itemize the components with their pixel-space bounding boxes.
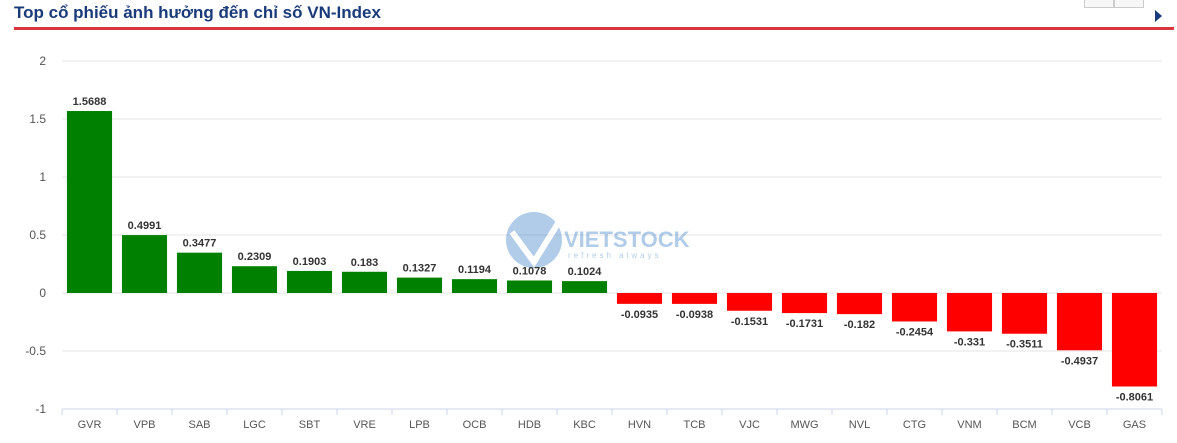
x-tick-label: VRE: [353, 419, 376, 431]
x-tick-label: BCM: [1012, 419, 1036, 431]
toolbar-button[interactable]: [1114, 0, 1144, 8]
x-tick-label: VJC: [739, 419, 760, 431]
bar-gvr[interactable]: [66, 111, 113, 294]
data-labels: 1.5688 0.4991 0.3477 0.2309 0.1903 0.183 0.132…: [73, 96, 1153, 403]
next-arrow-icon[interactable]: [1155, 10, 1162, 22]
x-tick-label: SBT: [299, 419, 321, 431]
data-label: -0.3511: [1006, 339, 1043, 351]
data-label: -0.331: [954, 336, 985, 348]
data-label: -0.182: [844, 319, 875, 331]
y-tick-label: 2: [39, 54, 46, 68]
bar-lpb[interactable]: [396, 277, 443, 293]
data-label: 0.1903: [293, 256, 327, 268]
x-tick-label: HVN: [628, 419, 651, 431]
data-label: -0.0938: [676, 309, 713, 321]
data-label: -0.4937: [1061, 355, 1098, 367]
x-tick-label: MWG: [790, 419, 818, 431]
x-tick-label: CTG: [903, 419, 926, 431]
y-tick-label: 0.5: [29, 228, 46, 242]
data-label: -0.8061: [1116, 392, 1153, 404]
x-tick-label: VPB: [133, 419, 155, 431]
bar-hdb[interactable]: [506, 280, 553, 293]
bar-lgc[interactable]: [231, 266, 278, 293]
data-label: 0.2309: [238, 251, 272, 263]
bar-ctg[interactable]: [891, 293, 938, 322]
data-label: -0.0935: [621, 309, 658, 321]
data-label: -0.2454: [896, 326, 934, 338]
bar-vre[interactable]: [341, 271, 388, 293]
y-tick-label: -1: [35, 402, 46, 416]
data-label: -0.1731: [786, 318, 823, 330]
bar-kbc[interactable]: [561, 281, 608, 293]
toolbar-button[interactable]: [1084, 0, 1114, 8]
x-tick-label: NVL: [849, 419, 870, 431]
bar-nvl[interactable]: [836, 293, 883, 315]
bar-vjc[interactable]: [726, 293, 773, 311]
y-tick-label: 1: [39, 170, 46, 184]
y-axis: 2 1.5 1 0.5 0 -0.5 -1: [25, 54, 46, 416]
bar-vpb[interactable]: [121, 235, 168, 293]
y-tick-label: -0.5: [25, 344, 46, 358]
x-tick-label: KBC: [573, 419, 596, 431]
chart-header: Top cổ phiếu ảnh hưởng đến chỉ số VN-Ind…: [0, 0, 1177, 32]
bar-ocb[interactable]: [451, 279, 498, 293]
watermark-tagline: refresh always: [568, 251, 662, 260]
watermark-brand: VIETSTOCK: [564, 227, 690, 252]
data-label: 1.5688: [73, 96, 107, 108]
y-tick-label: 0: [39, 286, 46, 300]
x-tick-label: GVR: [78, 419, 102, 431]
bar-vcb[interactable]: [1056, 293, 1103, 351]
x-tick-label: SAB: [188, 419, 210, 431]
vietstock-logo-icon: [506, 212, 562, 268]
bar-sbt[interactable]: [286, 270, 333, 293]
bar-sab[interactable]: [176, 252, 223, 293]
bar-tcb[interactable]: [671, 293, 718, 304]
bar-mwg[interactable]: [781, 293, 828, 314]
bar-bcm[interactable]: [1001, 293, 1048, 334]
data-label: 0.1327: [403, 263, 437, 275]
x-tick-label: VCB: [1068, 419, 1091, 431]
data-label: 0.4991: [128, 220, 162, 232]
data-label: 0.1078: [513, 265, 547, 277]
data-label: 0.3477: [183, 238, 217, 250]
x-tick-label: GAS: [1123, 419, 1146, 431]
x-tick-label: TCB: [684, 419, 706, 431]
vietstock-watermark: VIETSTOCK refresh always: [506, 212, 690, 268]
data-label: 0.1024: [568, 266, 603, 278]
bar-gas[interactable]: [1111, 293, 1158, 387]
data-label: 0.1194: [458, 264, 492, 276]
x-axis: GVR VPB SAB LGC SBT VRE LPB OCB HDB KBC HVN TCB VJC M…: [61, 409, 1163, 431]
x-tick-label: LPB: [409, 419, 430, 431]
data-label: 0.183: [351, 257, 379, 269]
bar-hvn[interactable]: [616, 293, 663, 304]
bar-vnm[interactable]: [946, 293, 993, 332]
bars: [66, 111, 1158, 387]
title-divider: [14, 27, 1174, 30]
x-tick-label: VNM: [957, 419, 981, 431]
chart-title: Top cổ phiếu ảnh hưởng đến chỉ số VN-Ind…: [14, 3, 381, 22]
data-label: -0.1531: [731, 316, 768, 328]
vietstock-logo-swoosh: [509, 218, 563, 268]
x-tick-label: LGC: [243, 419, 266, 431]
x-tick-label: OCB: [463, 419, 487, 431]
y-tick-label: 1.5: [29, 112, 46, 126]
x-tick-label: HDB: [518, 419, 541, 431]
